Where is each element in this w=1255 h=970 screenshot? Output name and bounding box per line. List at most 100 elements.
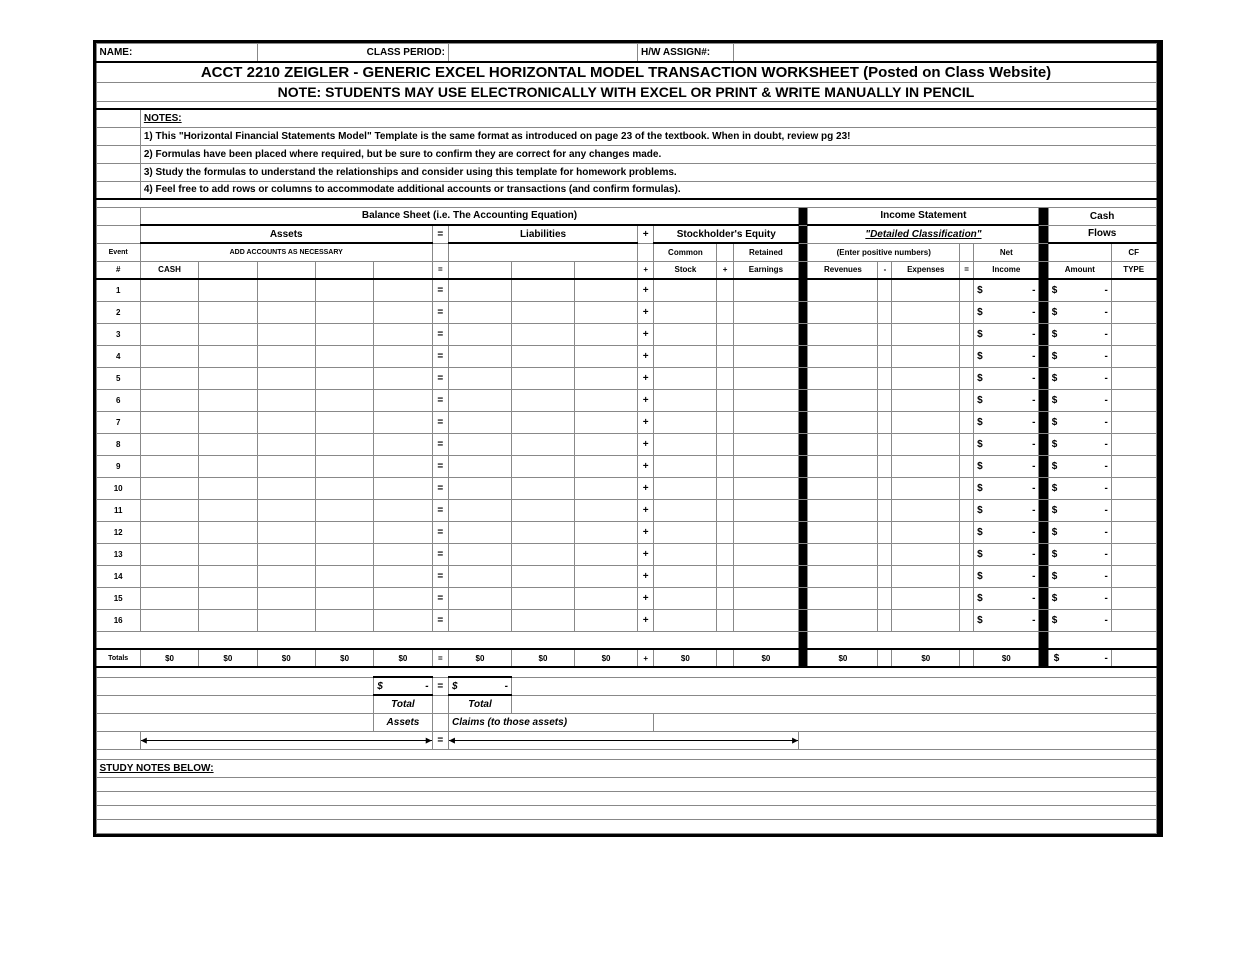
earnings-cell[interactable] [733, 477, 798, 499]
asset-cell[interactable] [374, 301, 432, 323]
liability-cell[interactable] [448, 345, 511, 367]
liability-cell[interactable] [575, 389, 638, 411]
revenues-cell[interactable] [808, 455, 878, 477]
liability-cell[interactable] [512, 499, 575, 521]
asset-cell[interactable] [315, 499, 373, 521]
asset-cell[interactable] [315, 279, 373, 301]
earnings-cell[interactable] [733, 389, 798, 411]
stock-cell[interactable] [654, 411, 717, 433]
cf-type-cell[interactable] [1111, 345, 1156, 367]
expenses-cell[interactable] [892, 389, 960, 411]
asset-cell[interactable] [140, 345, 198, 367]
revenues-cell[interactable] [808, 323, 878, 345]
asset-cell[interactable] [374, 323, 432, 345]
liability-cell[interactable] [448, 477, 511, 499]
asset-cell[interactable] [374, 521, 432, 543]
expenses-cell[interactable] [892, 543, 960, 565]
liability-cell[interactable] [448, 543, 511, 565]
liability-cell[interactable] [575, 301, 638, 323]
revenues-cell[interactable] [808, 367, 878, 389]
liability-cell[interactable] [512, 433, 575, 455]
data-row[interactable]: 4=+$-$- [96, 345, 1156, 367]
asset-cell[interactable] [140, 433, 198, 455]
asset-cell[interactable] [374, 543, 432, 565]
asset-cell[interactable] [199, 279, 257, 301]
liability-cell[interactable] [448, 301, 511, 323]
asset-cell[interactable] [315, 587, 373, 609]
asset-cell[interactable] [257, 279, 315, 301]
liability-cell[interactable] [448, 367, 511, 389]
liability-cell[interactable] [448, 389, 511, 411]
asset-cell[interactable] [257, 477, 315, 499]
expenses-cell[interactable] [892, 323, 960, 345]
asset-cell[interactable] [140, 521, 198, 543]
liability-cell[interactable] [575, 587, 638, 609]
data-row[interactable]: 5=+$-$- [96, 367, 1156, 389]
asset-cell[interactable] [315, 301, 373, 323]
liability-cell[interactable] [512, 345, 575, 367]
earnings-cell[interactable] [733, 323, 798, 345]
asset-cell[interactable] [374, 565, 432, 587]
stock-cell[interactable] [654, 367, 717, 389]
cf-type-cell[interactable] [1111, 411, 1156, 433]
asset-cell[interactable] [315, 433, 373, 455]
liability-cell[interactable] [512, 411, 575, 433]
asset-cell[interactable] [257, 389, 315, 411]
data-row[interactable]: 6=+$-$- [96, 389, 1156, 411]
data-row[interactable]: 9=+$-$- [96, 455, 1156, 477]
asset-cell[interactable] [140, 367, 198, 389]
revenues-cell[interactable] [808, 543, 878, 565]
liability-cell[interactable] [575, 411, 638, 433]
expenses-cell[interactable] [892, 565, 960, 587]
asset-cell[interactable] [315, 609, 373, 631]
earnings-cell[interactable] [733, 301, 798, 323]
revenues-cell[interactable] [808, 499, 878, 521]
asset-cell[interactable] [199, 587, 257, 609]
asset-cell[interactable] [315, 565, 373, 587]
asset-cell[interactable] [374, 345, 432, 367]
liability-cell[interactable] [575, 499, 638, 521]
revenues-cell[interactable] [808, 521, 878, 543]
asset-cell[interactable] [140, 587, 198, 609]
asset-cell[interactable] [257, 433, 315, 455]
liability-cell[interactable] [512, 565, 575, 587]
stock-cell[interactable] [654, 609, 717, 631]
liability-cell[interactable] [448, 411, 511, 433]
asset-cell[interactable] [140, 565, 198, 587]
liability-cell[interactable] [448, 609, 511, 631]
asset-cell[interactable] [257, 367, 315, 389]
stock-cell[interactable] [654, 521, 717, 543]
liability-cell[interactable] [575, 477, 638, 499]
asset-cell[interactable] [257, 323, 315, 345]
stock-cell[interactable] [654, 477, 717, 499]
revenues-cell[interactable] [808, 433, 878, 455]
data-row[interactable]: 14=+$-$- [96, 565, 1156, 587]
cf-type-cell[interactable] [1111, 543, 1156, 565]
liability-cell[interactable] [448, 279, 511, 301]
asset-cell[interactable] [257, 565, 315, 587]
asset-cell[interactable] [199, 433, 257, 455]
asset-cell[interactable] [140, 323, 198, 345]
data-row[interactable]: 10=+$-$- [96, 477, 1156, 499]
asset-cell[interactable] [257, 499, 315, 521]
liability-cell[interactable] [575, 609, 638, 631]
liability-cell[interactable] [448, 565, 511, 587]
asset-cell[interactable] [257, 587, 315, 609]
earnings-cell[interactable] [733, 411, 798, 433]
asset-cell[interactable] [199, 389, 257, 411]
asset-cell[interactable] [374, 499, 432, 521]
liability-cell[interactable] [512, 477, 575, 499]
asset-cell[interactable] [257, 455, 315, 477]
asset-cell[interactable] [315, 367, 373, 389]
asset-cell[interactable] [257, 411, 315, 433]
liability-cell[interactable] [575, 323, 638, 345]
revenues-cell[interactable] [808, 389, 878, 411]
earnings-cell[interactable] [733, 609, 798, 631]
asset-cell[interactable] [257, 521, 315, 543]
revenues-cell[interactable] [808, 301, 878, 323]
liability-cell[interactable] [575, 345, 638, 367]
asset-cell[interactable] [315, 543, 373, 565]
cf-type-cell[interactable] [1111, 587, 1156, 609]
asset-cell[interactable] [315, 345, 373, 367]
asset-cell[interactable] [374, 587, 432, 609]
